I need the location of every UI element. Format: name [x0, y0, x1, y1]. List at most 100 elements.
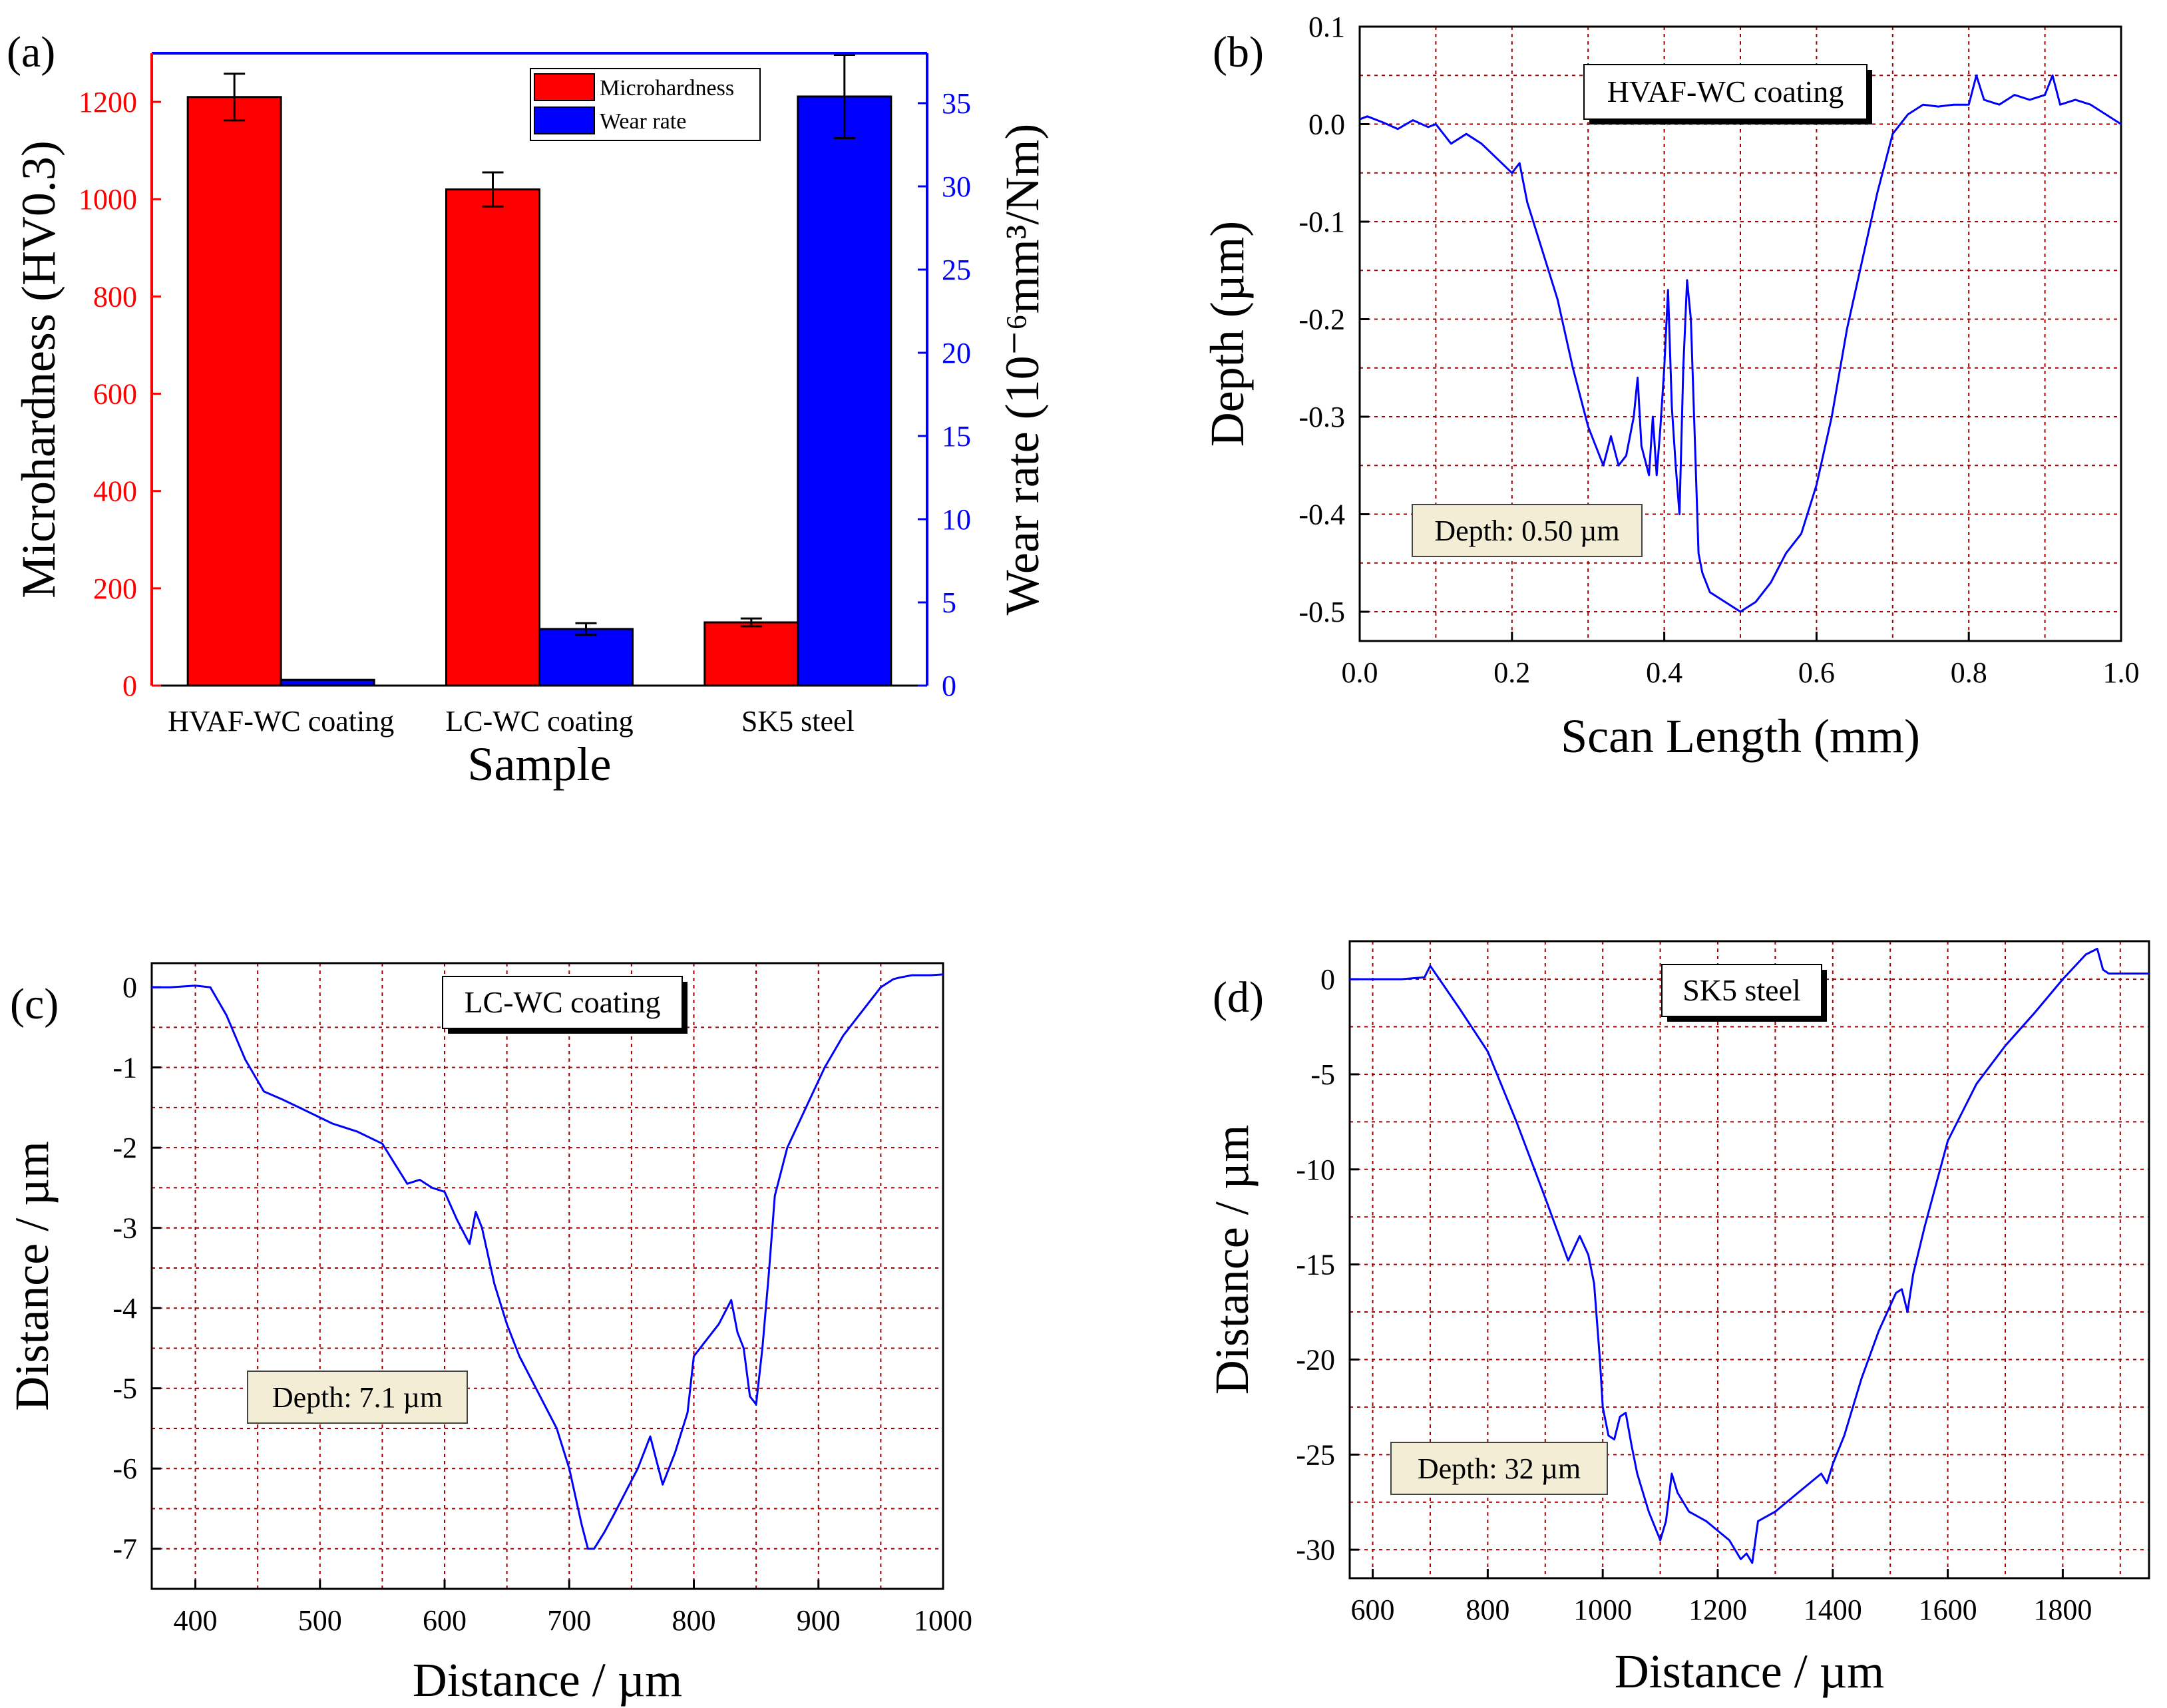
bar-microhardness	[703, 621, 799, 687]
x-tick-label: 1.0	[2103, 656, 2140, 689]
grid-c	[152, 963, 943, 1589]
plot-frame-b	[1358, 25, 2122, 642]
y-tick-label: -7	[112, 1533, 137, 1566]
y-tick-label: -20	[1296, 1343, 1335, 1376]
y-tick-label: -0.1	[1298, 206, 1345, 238]
x-axis-title: Distance / µm	[413, 1653, 682, 1707]
y-tick-label: -3	[112, 1212, 137, 1245]
y-right-tick-label: 25	[942, 254, 971, 286]
x-tick-label: 900	[797, 1604, 841, 1637]
y-right-tick-label: 20	[942, 337, 971, 369]
y-tick-label: -0.2	[1298, 304, 1345, 336]
y-tick-label: -2	[112, 1132, 137, 1164]
x-axis-title: Distance / µm	[1615, 1645, 1884, 1698]
panel-b: 0.0 0.2 0.4 0.6 0.8 1.0 -0.5 -0.4 -0.3 -0.2 -0.1 0.…	[1201, 11, 2140, 763]
y-tick-label: -25	[1296, 1438, 1335, 1471]
annotation-text: HVAF-WC coating	[1607, 75, 1844, 108]
annotation-box	[1583, 64, 1868, 120]
x-tick-label: 800	[672, 1604, 716, 1637]
y-axis-title: Depth (µm)	[1201, 221, 1254, 447]
x-tick-label: 1400	[1804, 1594, 1862, 1626]
category-label: HVAF-WC coating	[168, 705, 394, 738]
legend-label-wear-rate: Wear rate	[600, 109, 686, 134]
category-label: SK5 steel	[741, 705, 855, 738]
bar-wear-rate	[538, 628, 634, 687]
y-tick-label: -10	[1296, 1154, 1335, 1186]
y-axis-title: Distance / µm	[5, 1141, 59, 1410]
panel-label: (c)	[10, 980, 59, 1028]
y-left-tick-label: 800	[93, 280, 137, 313]
panel-label: (a)	[7, 28, 55, 77]
category-label: LC-WC coating	[445, 705, 633, 738]
grid-b	[1360, 27, 2121, 641]
y-tick-label: -15	[1296, 1249, 1335, 1281]
x-tick-label: 1000	[1573, 1594, 1632, 1626]
y-tick-label: 0.0	[1308, 108, 1345, 141]
y-axis-title: Distance / µm	[1205, 1125, 1259, 1394]
x-tick-label: 1600	[1919, 1594, 1977, 1626]
annotation-text: SK5 steel	[1682, 973, 1801, 1007]
depth-label: Depth: 32 µm	[1418, 1452, 1581, 1485]
y-right-tick-label: 15	[942, 420, 971, 453]
annotation-text: LC-WC coating	[464, 985, 660, 1019]
panel-d: 600 800 1000 1200 1400 1600 1800 -30 -25 -20 -15 -1…	[1205, 940, 2150, 1698]
depth-box	[1412, 504, 1643, 557]
y-tick-label: -1	[112, 1052, 137, 1084]
data-line-b	[1359, 74, 2122, 613]
y-tick-label: -6	[112, 1452, 137, 1485]
annotation-box	[442, 976, 683, 1029]
x-tick-label: 0.4	[1646, 656, 1682, 689]
y-left-tick-label: 0	[122, 670, 137, 702]
x-tick-label: 0.2	[1493, 656, 1530, 689]
y-right-tick-label: 10	[942, 503, 971, 536]
y-left-tick-label: 1000	[79, 183, 137, 216]
y-right-axis-title: Wear rate (10⁻⁶mm³/Nm)	[996, 124, 1049, 616]
x-tick-label: 0.8	[1951, 656, 1987, 689]
annotation-box	[1661, 964, 1822, 1017]
y-left-axis-title: Microhardness (HV0.3)	[12, 140, 65, 598]
bar-microhardness	[186, 96, 282, 687]
x-tick-label: 600	[423, 1604, 467, 1637]
y-tick-label: -4	[112, 1292, 137, 1325]
y-tick-label: -5	[1310, 1058, 1335, 1091]
x-tick-label: 0.6	[1798, 656, 1835, 689]
y-tick-label: -30	[1296, 1534, 1335, 1566]
y-tick-label: -0.4	[1298, 499, 1345, 531]
x-tick-label: 1000	[914, 1604, 972, 1637]
y-left-tick-label: 400	[93, 475, 137, 508]
y-right-tick-label: 30	[942, 170, 971, 203]
x-tick-label: 1200	[1688, 1594, 1747, 1626]
x-tick-label: 0.0	[1342, 656, 1378, 689]
data-line-c	[152, 973, 944, 1550]
x-tick-label: 600	[1351, 1594, 1395, 1626]
y-tick-label: 0	[1320, 963, 1335, 996]
plot-frame-d	[1348, 940, 2150, 1580]
legend-swatch-microhardness	[534, 73, 595, 101]
y-tick-label: 0.1	[1308, 11, 1345, 43]
x-axis-title: Scan Length (mm)	[1561, 710, 1920, 763]
y-right-tick-label: 35	[942, 87, 971, 120]
panel-label: (d)	[1213, 973, 1264, 1022]
y-left-tick-label: 600	[93, 378, 137, 411]
y-left-tick-label: 1200	[79, 86, 137, 118]
depth-box	[247, 1371, 468, 1424]
depth-label: Depth: 0.50 µm	[1434, 515, 1619, 547]
bar-wear-rate	[797, 95, 892, 687]
depth-box	[1390, 1442, 1608, 1495]
depth-label: Depth: 7.1 µm	[272, 1381, 443, 1414]
panel-label: (b)	[1213, 28, 1264, 77]
y-right-tick-label: 5	[942, 586, 956, 619]
y-tick-label: 0	[122, 971, 137, 1004]
y-right-tick-label: 0	[942, 670, 956, 702]
data-line-d	[1350, 947, 2149, 1564]
x-tick-label: 700	[547, 1604, 591, 1637]
x-tick-label: 400	[174, 1604, 218, 1637]
y-tick-label: -5	[112, 1373, 137, 1405]
x-axis-title: Sample	[468, 738, 612, 791]
x-tick-label: 500	[298, 1604, 342, 1637]
y-tick-label: -0.3	[1298, 401, 1345, 433]
legend-swatch-wear-rate	[534, 107, 595, 134]
x-tick-label: 1800	[2033, 1594, 2092, 1626]
panel-c: 400 500 600 700 800 900 1000 -7 -6 -5 -4 -3 -2 -1 0 Dis…	[5, 962, 972, 1707]
